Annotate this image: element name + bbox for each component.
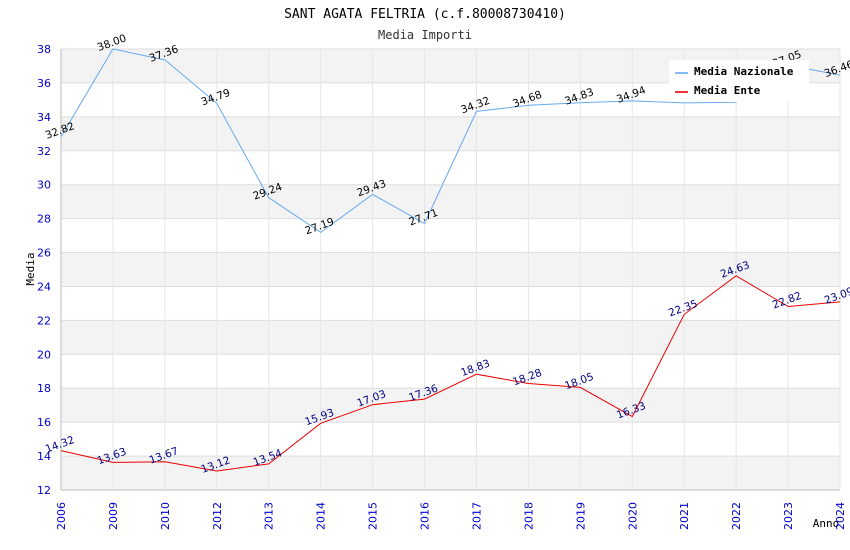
y-tick-label: 22 bbox=[37, 314, 51, 327]
gridlines bbox=[60, 48, 841, 491]
plot-band bbox=[61, 116, 840, 151]
plot-band bbox=[61, 422, 840, 457]
plot-band bbox=[61, 184, 840, 219]
x-tick-label: 2022 bbox=[730, 502, 743, 530]
y-tick-label: 36 bbox=[37, 77, 51, 90]
x-tick-label: 2006 bbox=[55, 502, 68, 530]
plot-band bbox=[61, 388, 840, 423]
x-tick-labels: 2006 2009 2010 2012 2013 2014 2015 2016 2017 2018… bbox=[55, 502, 847, 530]
x-tick-label: 2021 bbox=[678, 502, 691, 530]
plot-band bbox=[61, 218, 840, 253]
y-tick-label: 32 bbox=[37, 145, 51, 158]
series-line-0 bbox=[60, 48, 841, 234]
x-tick-label: 2015 bbox=[367, 502, 380, 530]
y-tick-label: 30 bbox=[37, 179, 51, 192]
plot-band bbox=[61, 286, 840, 321]
x-tick-label: 2018 bbox=[522, 502, 535, 530]
y-tick-label: 38 bbox=[37, 43, 51, 56]
x-tick-label: 2020 bbox=[626, 502, 639, 530]
plot-band bbox=[61, 252, 840, 287]
y-tick-label: 26 bbox=[37, 247, 51, 260]
y-tick-label: 16 bbox=[37, 416, 51, 429]
y-tick-label: 24 bbox=[37, 280, 51, 293]
legend-label-media-ente: Media Ente bbox=[694, 84, 761, 97]
y-tick-label: 20 bbox=[37, 348, 51, 361]
y-axis-label: Media bbox=[24, 252, 37, 285]
legend-box bbox=[669, 60, 809, 102]
y-tick-label: 28 bbox=[37, 213, 51, 226]
y-tick-label: 18 bbox=[37, 382, 51, 395]
x-tick-label: 2019 bbox=[574, 502, 587, 530]
y-tick-labels: 12 14 16 18 20 22 24 26 28 30 32 34 36 38 bbox=[37, 43, 51, 497]
series-lines bbox=[60, 48, 841, 472]
chart-title: SANT AGATA FELTRIA (c.f.80008730410) bbox=[284, 7, 566, 22]
y-tick-label: 12 bbox=[37, 484, 51, 497]
y-tick-label: 34 bbox=[37, 111, 51, 124]
x-axis-label: Anno bbox=[813, 517, 840, 530]
x-tick-label: 2024 bbox=[834, 502, 847, 530]
x-tick-label: 2013 bbox=[263, 502, 276, 530]
x-tick-label: 2010 bbox=[159, 502, 172, 530]
plot-band bbox=[61, 456, 840, 490]
x-tick-label: 2012 bbox=[211, 502, 224, 530]
legend: Media Nazionale Media Ente bbox=[669, 60, 809, 102]
plot-band bbox=[61, 354, 840, 389]
chart-subtitle: Media Importi bbox=[378, 28, 472, 42]
x-tick-label: 2016 bbox=[419, 502, 432, 530]
x-tick-label: 2017 bbox=[470, 502, 483, 530]
x-tick-label: 2023 bbox=[782, 502, 795, 530]
x-tick-label: 2014 bbox=[315, 502, 328, 530]
y-tick-label: 14 bbox=[37, 450, 51, 463]
series-line-1 bbox=[60, 275, 841, 472]
legend-label-media-nazionale: Media Nazionale bbox=[694, 65, 794, 78]
x-tick-label: 2009 bbox=[107, 502, 120, 530]
plot-band bbox=[61, 320, 840, 355]
